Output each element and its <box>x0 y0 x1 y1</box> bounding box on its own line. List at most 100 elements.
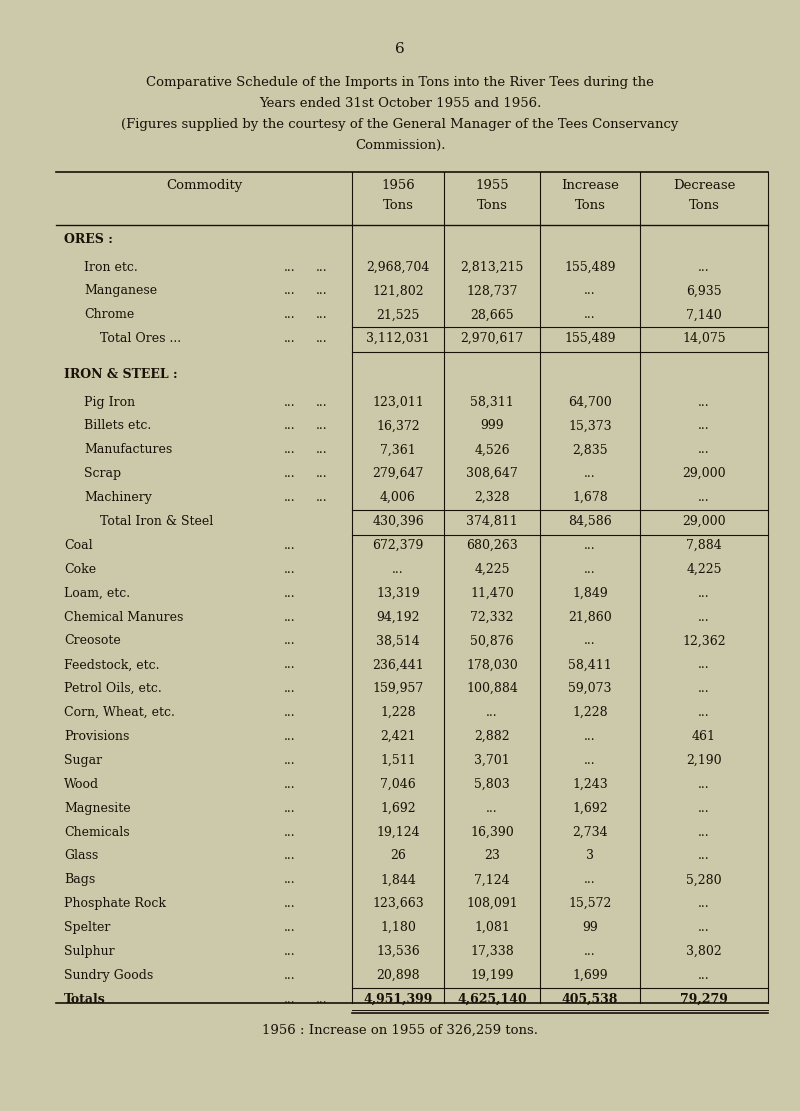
Text: 4,225: 4,225 <box>686 563 722 575</box>
Text: Sulphur: Sulphur <box>64 945 114 958</box>
Text: Magnesite: Magnesite <box>64 802 130 814</box>
Text: 236,441: 236,441 <box>372 659 424 671</box>
Text: 7,361: 7,361 <box>380 443 416 457</box>
Text: 16,372: 16,372 <box>376 420 420 432</box>
Text: Totals: Totals <box>64 993 106 1005</box>
Text: 108,091: 108,091 <box>466 898 518 910</box>
Text: 155,489: 155,489 <box>564 332 616 346</box>
Text: 64,700: 64,700 <box>568 396 612 409</box>
Text: Total Iron & Steel: Total Iron & Steel <box>100 516 214 528</box>
Text: Coal: Coal <box>64 539 93 552</box>
Text: 999: 999 <box>480 420 504 432</box>
Text: ...: ... <box>284 491 296 504</box>
Text: ...: ... <box>698 802 710 814</box>
Text: 1955: 1955 <box>475 179 509 192</box>
Text: ...: ... <box>284 850 296 862</box>
Text: 159,957: 159,957 <box>372 682 424 695</box>
Text: 2,968,704: 2,968,704 <box>366 261 430 273</box>
Text: ...: ... <box>698 850 710 862</box>
Text: 17,338: 17,338 <box>470 945 514 958</box>
Text: ...: ... <box>316 443 328 457</box>
Text: 5,803: 5,803 <box>474 778 510 791</box>
Text: ...: ... <box>284 993 296 1005</box>
Text: ...: ... <box>698 443 710 457</box>
Text: 308,647: 308,647 <box>466 468 518 480</box>
Text: 94,192: 94,192 <box>376 611 420 623</box>
Text: 3,112,031: 3,112,031 <box>366 332 430 346</box>
Text: ...: ... <box>284 659 296 671</box>
Text: 155,489: 155,489 <box>564 261 616 273</box>
Text: 2,835: 2,835 <box>572 443 608 457</box>
Text: ...: ... <box>698 825 710 839</box>
Text: 680,263: 680,263 <box>466 539 518 552</box>
Text: 2,328: 2,328 <box>474 491 510 504</box>
Text: Tons: Tons <box>574 199 606 212</box>
Text: ...: ... <box>584 539 596 552</box>
Text: 13,536: 13,536 <box>376 945 420 958</box>
Text: ...: ... <box>584 563 596 575</box>
Text: ...: ... <box>284 420 296 432</box>
Text: 6: 6 <box>395 42 405 57</box>
Text: ...: ... <box>316 309 328 321</box>
Text: ...: ... <box>316 468 328 480</box>
Text: Coke: Coke <box>64 563 96 575</box>
Text: ...: ... <box>284 730 296 743</box>
Text: 4,951,399: 4,951,399 <box>363 993 433 1005</box>
Text: ...: ... <box>392 563 404 575</box>
Text: ...: ... <box>698 261 710 273</box>
Text: ...: ... <box>284 707 296 719</box>
Text: 100,884: 100,884 <box>466 682 518 695</box>
Text: ...: ... <box>284 261 296 273</box>
Text: ...: ... <box>698 921 710 934</box>
Text: ...: ... <box>316 491 328 504</box>
Text: ...: ... <box>284 396 296 409</box>
Text: 3,802: 3,802 <box>686 945 722 958</box>
Text: 16,390: 16,390 <box>470 825 514 839</box>
Text: ...: ... <box>584 754 596 767</box>
Text: ...: ... <box>698 587 710 600</box>
Text: Spelter: Spelter <box>64 921 110 934</box>
Text: ...: ... <box>584 945 596 958</box>
Text: Sundry Goods: Sundry Goods <box>64 969 154 982</box>
Text: 430,396: 430,396 <box>372 516 424 528</box>
Text: Commodity: Commodity <box>166 179 242 192</box>
Text: 4,006: 4,006 <box>380 491 416 504</box>
Text: 6,935: 6,935 <box>686 284 722 298</box>
Text: 28,665: 28,665 <box>470 309 514 321</box>
Text: ...: ... <box>584 634 596 648</box>
Text: ...: ... <box>284 284 296 298</box>
Text: 128,737: 128,737 <box>466 284 518 298</box>
Text: ...: ... <box>698 898 710 910</box>
Text: Years ended 31st October 1955 and 1956.: Years ended 31st October 1955 and 1956. <box>259 97 541 110</box>
Text: Iron etc.: Iron etc. <box>84 261 138 273</box>
Text: Creosote: Creosote <box>64 634 121 648</box>
Text: 7,140: 7,140 <box>686 309 722 321</box>
Text: 84,586: 84,586 <box>568 516 612 528</box>
Text: 58,311: 58,311 <box>470 396 514 409</box>
Text: 7,884: 7,884 <box>686 539 722 552</box>
Text: ...: ... <box>316 420 328 432</box>
Text: 29,000: 29,000 <box>682 516 726 528</box>
Text: IRON & STEEL :: IRON & STEEL : <box>64 368 178 381</box>
Text: (Figures supplied by the courtesy of the General Manager of the Tees Conservancy: (Figures supplied by the courtesy of the… <box>122 118 678 131</box>
Text: Corn, Wheat, etc.: Corn, Wheat, etc. <box>64 707 175 719</box>
Text: ...: ... <box>284 332 296 346</box>
Text: ...: ... <box>284 945 296 958</box>
Text: 405,538: 405,538 <box>562 993 618 1005</box>
Text: ...: ... <box>698 969 710 982</box>
Text: 461: 461 <box>692 730 716 743</box>
Text: ...: ... <box>698 420 710 432</box>
Text: 19,199: 19,199 <box>470 969 514 982</box>
Text: 23: 23 <box>484 850 500 862</box>
Text: 5,280: 5,280 <box>686 873 722 887</box>
Text: 7,046: 7,046 <box>380 778 416 791</box>
Text: ...: ... <box>698 396 710 409</box>
Text: 1956 : Increase on 1955 of 326,259 tons.: 1956 : Increase on 1955 of 326,259 tons. <box>262 1023 538 1037</box>
Text: ...: ... <box>284 634 296 648</box>
Text: 3: 3 <box>586 850 594 862</box>
Text: Comparative Schedule of the Imports in Tons into the River Tees during the: Comparative Schedule of the Imports in T… <box>146 76 654 89</box>
Text: 1,849: 1,849 <box>572 587 608 600</box>
Text: 1,228: 1,228 <box>572 707 608 719</box>
Text: ...: ... <box>284 309 296 321</box>
Text: Petrol Oils, etc.: Petrol Oils, etc. <box>64 682 162 695</box>
